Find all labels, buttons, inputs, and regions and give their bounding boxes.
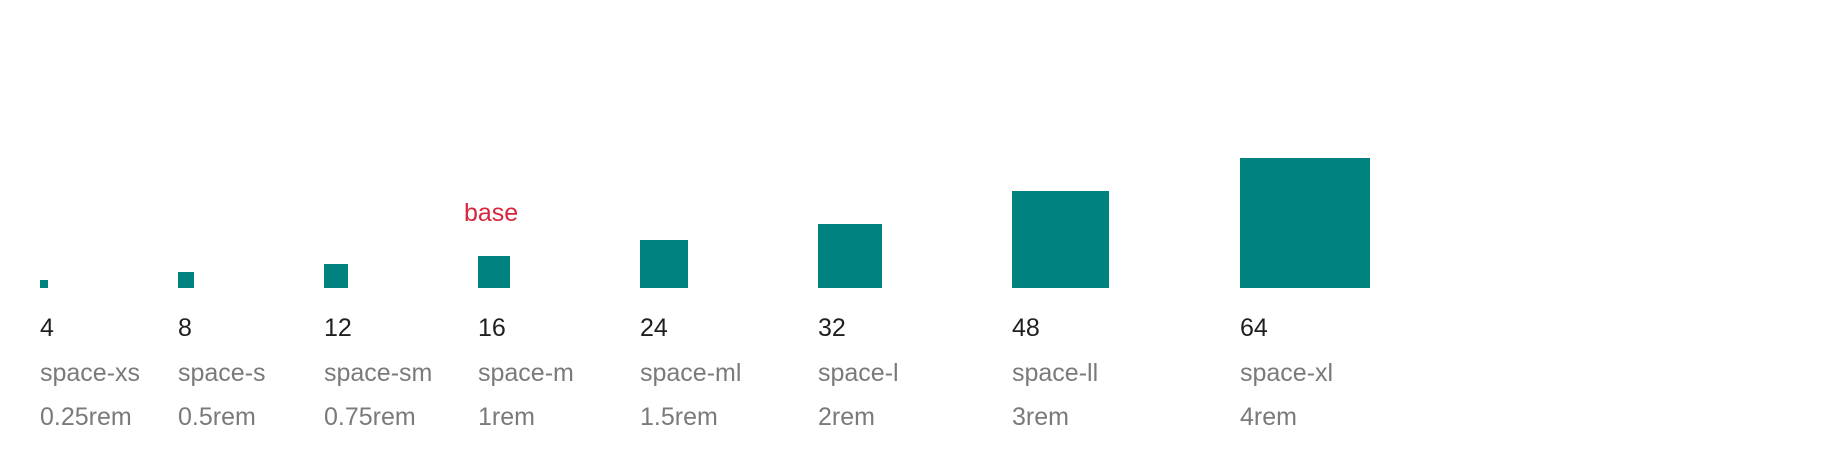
- pixel-value: 24: [640, 314, 668, 342]
- token-name: space-sm: [324, 359, 433, 387]
- base-label: base: [464, 199, 519, 227]
- rem-value: 3rem: [1012, 403, 1069, 431]
- token-name: space-ml: [640, 359, 742, 387]
- swatch-space-sm: [324, 264, 348, 288]
- rem-value: 0.25rem: [40, 403, 132, 431]
- pixel-value: 4: [40, 314, 54, 342]
- rem-value: 1rem: [478, 403, 535, 431]
- pixel-value: 12: [324, 314, 352, 342]
- token-name: space-l: [818, 359, 899, 387]
- token-name: space-ll: [1012, 359, 1099, 387]
- pixel-value: 48: [1012, 314, 1040, 342]
- swatch-space-ml: [640, 240, 688, 288]
- swatch-space-ll: [1012, 191, 1109, 288]
- token-name: space-xl: [1240, 359, 1334, 387]
- rem-value: 1.5rem: [640, 403, 718, 431]
- rem-value: 0.75rem: [324, 403, 416, 431]
- rem-value: 0.5rem: [178, 403, 256, 431]
- rem-value: 4rem: [1240, 403, 1297, 431]
- swatch-space-s: [178, 272, 194, 288]
- pixel-value: 32: [818, 314, 846, 342]
- token-name: space-m: [478, 359, 574, 387]
- pixel-value: 8: [178, 314, 192, 342]
- swatch-space-m: [478, 256, 510, 288]
- swatch-space-xs: [40, 280, 48, 288]
- rem-value: 2rem: [818, 403, 875, 431]
- token-name: space-s: [178, 359, 266, 387]
- token-name: space-xs: [40, 359, 141, 387]
- pixel-value: 16: [478, 314, 506, 342]
- swatch-space-xl: [1240, 158, 1370, 288]
- pixel-value: 64: [1240, 314, 1268, 342]
- swatch-space-l: [818, 224, 882, 288]
